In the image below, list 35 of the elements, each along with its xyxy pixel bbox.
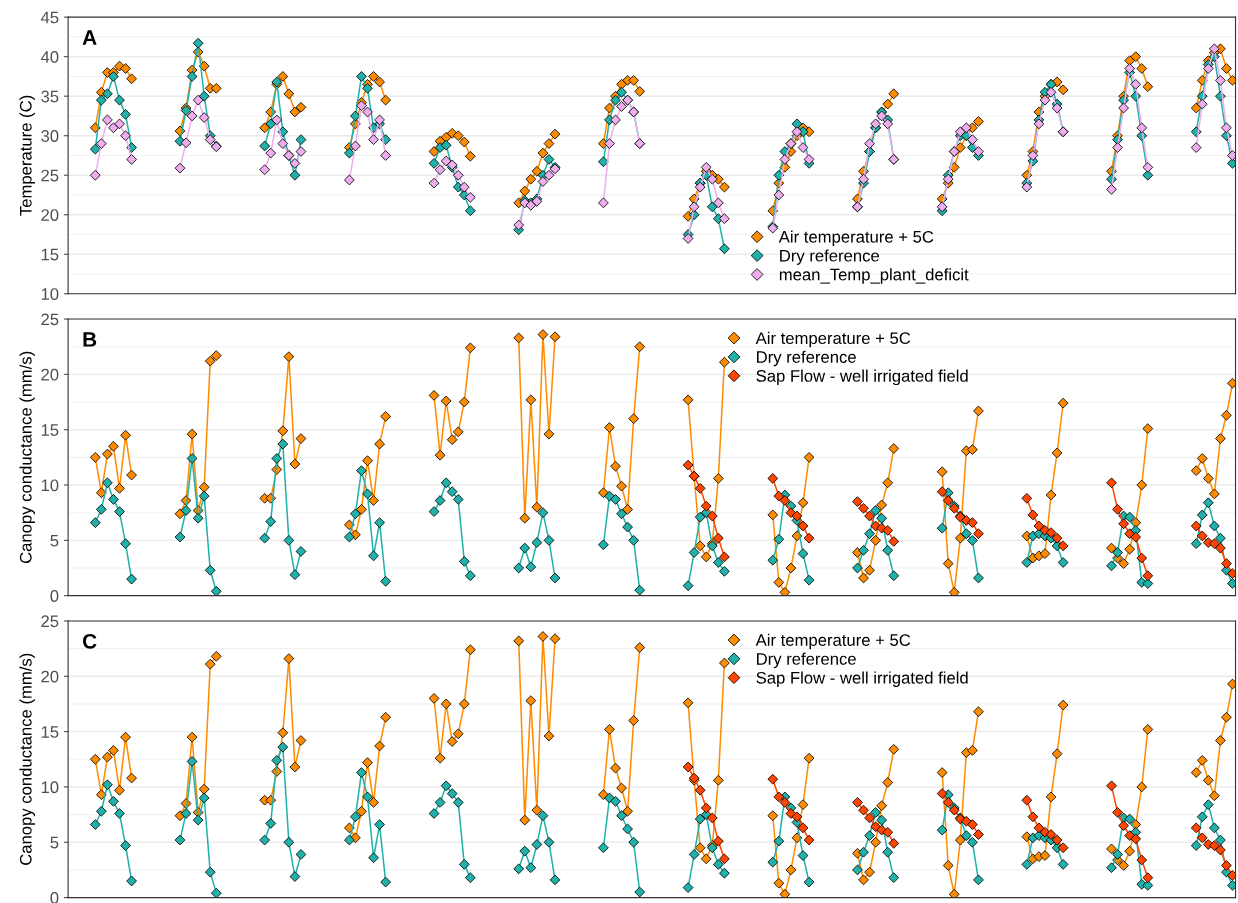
legend-label: Air temperature + 5C bbox=[755, 331, 911, 348]
annotation: A bbox=[82, 30, 97, 45]
y-tick-label: 25 bbox=[41, 313, 59, 326]
y-tick-label: 0 bbox=[50, 590, 59, 602]
y-tick-label: 5 bbox=[50, 836, 59, 849]
y-tick-label: 5 bbox=[50, 534, 59, 547]
y-tick-label: 0 bbox=[50, 891, 59, 903]
legend-label: Dry reference bbox=[757, 350, 856, 367]
legend-label: Dry reference bbox=[780, 249, 879, 265]
legend-label: Sap Flow - well irrigated field bbox=[756, 671, 968, 688]
y-axis-title: Canopy conductance (mm/s) bbox=[19, 653, 35, 865]
y-tick-label: 10 bbox=[41, 781, 59, 794]
y-tick-label: 15 bbox=[41, 726, 59, 738]
y-tick-label: 10 bbox=[41, 288, 59, 300]
y-tick-label: 40 bbox=[40, 51, 59, 63]
annotation: C bbox=[82, 633, 97, 649]
legend-label: Air temperature + 5C bbox=[755, 633, 911, 650]
y-tick-label: 20 bbox=[41, 209, 59, 221]
legend-label: Dry reference bbox=[757, 652, 856, 669]
y-axis-title: Temperature (C) bbox=[19, 95, 35, 216]
legend-label: Air temperature + 5C bbox=[778, 230, 934, 247]
legend-label: mean_Temp_plant_deficit bbox=[779, 268, 969, 284]
y-axis-title: Canopy conductance (mm/s) bbox=[19, 351, 35, 564]
y-tick-label: 35 bbox=[41, 90, 59, 103]
y-tick-label: 25 bbox=[41, 615, 59, 628]
y-tick-label: 20 bbox=[41, 368, 59, 381]
y-tick-label: 20 bbox=[41, 670, 59, 683]
y-tick-label: 15 bbox=[41, 248, 59, 261]
y-tick-label: 45 bbox=[40, 11, 59, 24]
annotation: B bbox=[83, 332, 97, 347]
y-tick-label: 25 bbox=[41, 169, 59, 182]
y-tick-label: 15 bbox=[41, 424, 59, 436]
legend-label: Sap Flow - well irrigated field bbox=[756, 369, 968, 386]
y-tick-label: 10 bbox=[41, 479, 59, 492]
y-tick-label: 30 bbox=[41, 130, 59, 142]
